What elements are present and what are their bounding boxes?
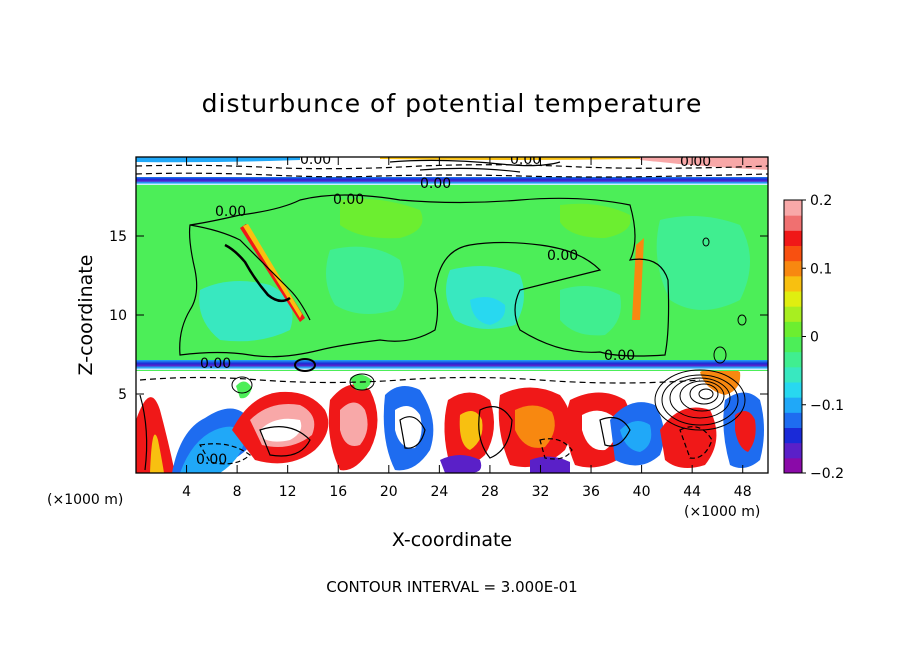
- colorbar-swatch: [784, 457, 802, 474]
- colorbar-swatch: [784, 215, 802, 231]
- colorbar-swatch: [784, 427, 802, 444]
- colorbar-tick-label: 0.2: [810, 193, 832, 209]
- x-tick-label: 36: [582, 484, 600, 500]
- colorbar-swatch: [784, 230, 802, 246]
- colorbar-ticks: 0.2 0.1 0 −0.1 −0.2: [802, 193, 844, 482]
- colorbar-swatch: [784, 442, 802, 459]
- contour-lines: [136, 159, 768, 471]
- x-tick-label: 12: [279, 484, 297, 500]
- colorbar-swatch: [784, 245, 802, 262]
- colorbar-swatch: [784, 306, 802, 322]
- lower-band: [136, 360, 768, 370]
- x-tick-label: 40: [633, 484, 651, 500]
- top-layer-blue: [136, 157, 300, 163]
- contour-label: 0.00: [300, 152, 331, 168]
- contour-label: 0.00: [510, 152, 541, 168]
- x-unit-right: (×1000 m): [684, 504, 760, 520]
- dense-contour-clusters: [231, 237, 747, 431]
- x-tick-label: 16: [329, 484, 347, 500]
- x-tick-label: 48: [734, 484, 752, 500]
- colorbar-swatch: [784, 382, 802, 398]
- colorbar-tick-label: 0: [810, 330, 819, 346]
- x-axis-ticks: 4 8 12 16 20 24 28 32 36 40 44 48: [182, 157, 752, 500]
- contour-label: 0.00: [604, 348, 635, 364]
- colorbar-swatch: [784, 200, 802, 216]
- y-tick-label: 10: [109, 308, 127, 324]
- colorbar-tick-label: −0.1: [810, 398, 844, 414]
- contour-interval-note: CONTOUR INTERVAL = 3.000E-01: [326, 578, 577, 596]
- contour-label: 0.00: [333, 192, 364, 208]
- x-tick-label: 32: [532, 484, 550, 500]
- x-tick-label: 20: [380, 484, 398, 500]
- colorbar-swatch: [784, 412, 802, 428]
- contour-label: 0.00: [680, 154, 711, 170]
- colorbar-tick-label: 0.1: [810, 261, 832, 277]
- plot-area: 0.00 0.00 0.00 0.00 0.00 0.00 0.00 0.00 …: [136, 152, 768, 473]
- colorbar-swatch: [784, 397, 802, 413]
- x-tick-label: 28: [481, 484, 499, 500]
- colorbar-swatch: [784, 321, 802, 337]
- y-tick-label: 5: [118, 387, 127, 403]
- chart-title: disturbunce of potential temperature: [202, 89, 703, 118]
- contour-label-group: 0.00 0.00 0.00 0.00 0.00 0.00 0.00 0.00 …: [196, 152, 711, 468]
- tropopause-band: [136, 176, 768, 185]
- x-unit-left: (×1000 m): [47, 492, 123, 508]
- colorbar-swatch: [784, 366, 802, 383]
- x-tick-label: 8: [233, 484, 242, 500]
- contour-label: 0.00: [215, 204, 246, 220]
- colorbar-tick-label: −0.2: [810, 466, 844, 482]
- colorbar-swatch: [784, 260, 802, 277]
- colorbar-swatch: [784, 291, 802, 307]
- y-axis-label: Z-coordinate: [75, 255, 97, 376]
- y-tick-label: 15: [109, 229, 127, 245]
- colorbar-swatch: [784, 336, 802, 353]
- contour-label: 0.00: [547, 248, 578, 264]
- x-tick-label: 44: [683, 484, 701, 500]
- contour-label: 0.00: [196, 452, 227, 468]
- x-tick-label: 24: [430, 484, 448, 500]
- x-tick-label: 4: [182, 484, 191, 500]
- y-axis-ticks: 5 10 15: [109, 229, 768, 403]
- colorbar-swatch: [784, 351, 802, 368]
- top-layer-background: [136, 157, 768, 177]
- lower-layer-field: [136, 366, 764, 473]
- colorbar-swatch: [784, 275, 802, 292]
- contour-label: 0.00: [420, 176, 451, 192]
- colorbar: [783, 199, 803, 474]
- x-axis-label: X-coordinate: [392, 529, 512, 551]
- contour-label: 0.00: [200, 356, 231, 372]
